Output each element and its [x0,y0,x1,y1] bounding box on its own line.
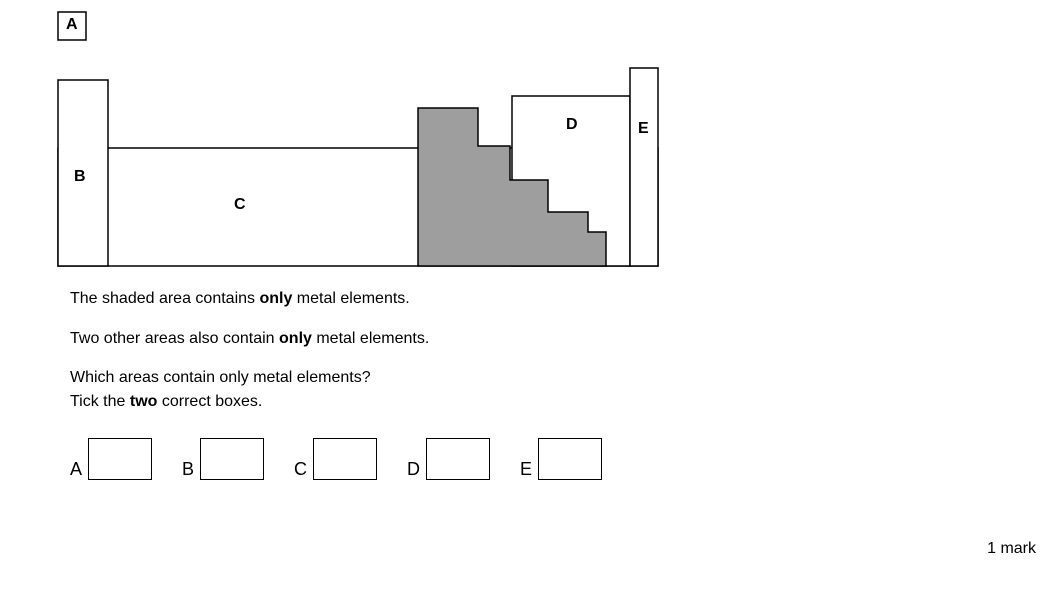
text-span: Tick the [70,393,130,410]
answer-option-c: C [294,438,377,480]
text-bold: two [130,393,158,410]
answer-option-d: D [407,438,490,480]
diagram-label-d: D [566,116,578,134]
question-container: A B C D E The shaded area contains only … [50,8,1030,480]
answer-letter: A [70,459,82,480]
answer-letter: C [294,459,307,480]
question-line-2: Two other areas also contain only metal … [70,328,1030,350]
answer-checkbox-c[interactable] [313,438,377,480]
diagram-svg [50,8,670,268]
question-line-1: The shaded area contains only metal elem… [70,288,1030,310]
answer-option-a: A [70,438,152,480]
answer-checkbox-d[interactable] [426,438,490,480]
answer-option-e: E [520,438,602,480]
diagram-label-a: A [66,16,78,34]
mark-allocation: 1 mark [987,540,1036,558]
answer-letter: E [520,459,532,480]
text-bold: only [279,330,312,347]
question-line-3: Which areas contain only metal elements? [70,367,1030,389]
text-span: The shaded area contains [70,290,259,307]
text-bold: only [259,290,292,307]
question-line-4: Tick the two correct boxes. [70,391,1030,413]
diagram-label-b: B [74,168,86,186]
diagram-label-c: C [234,196,246,214]
text-span: metal elements. [312,330,429,347]
answer-option-b: B [182,438,264,480]
text-span: Two other areas also contain [70,330,279,347]
answer-letter: D [407,459,420,480]
answer-options-row: A B C D E [70,438,1030,480]
region-e [630,68,658,266]
text-span: correct boxes. [157,393,262,410]
periodic-table-diagram: A B C D E [50,8,670,266]
answer-checkbox-b[interactable] [200,438,264,480]
diagram-label-e: E [638,120,649,138]
question-text-block: The shaded area contains only metal elem… [70,288,1030,412]
answer-letter: B [182,459,194,480]
text-span: metal elements. [292,290,409,307]
answer-checkbox-e[interactable] [538,438,602,480]
answer-checkbox-a[interactable] [88,438,152,480]
